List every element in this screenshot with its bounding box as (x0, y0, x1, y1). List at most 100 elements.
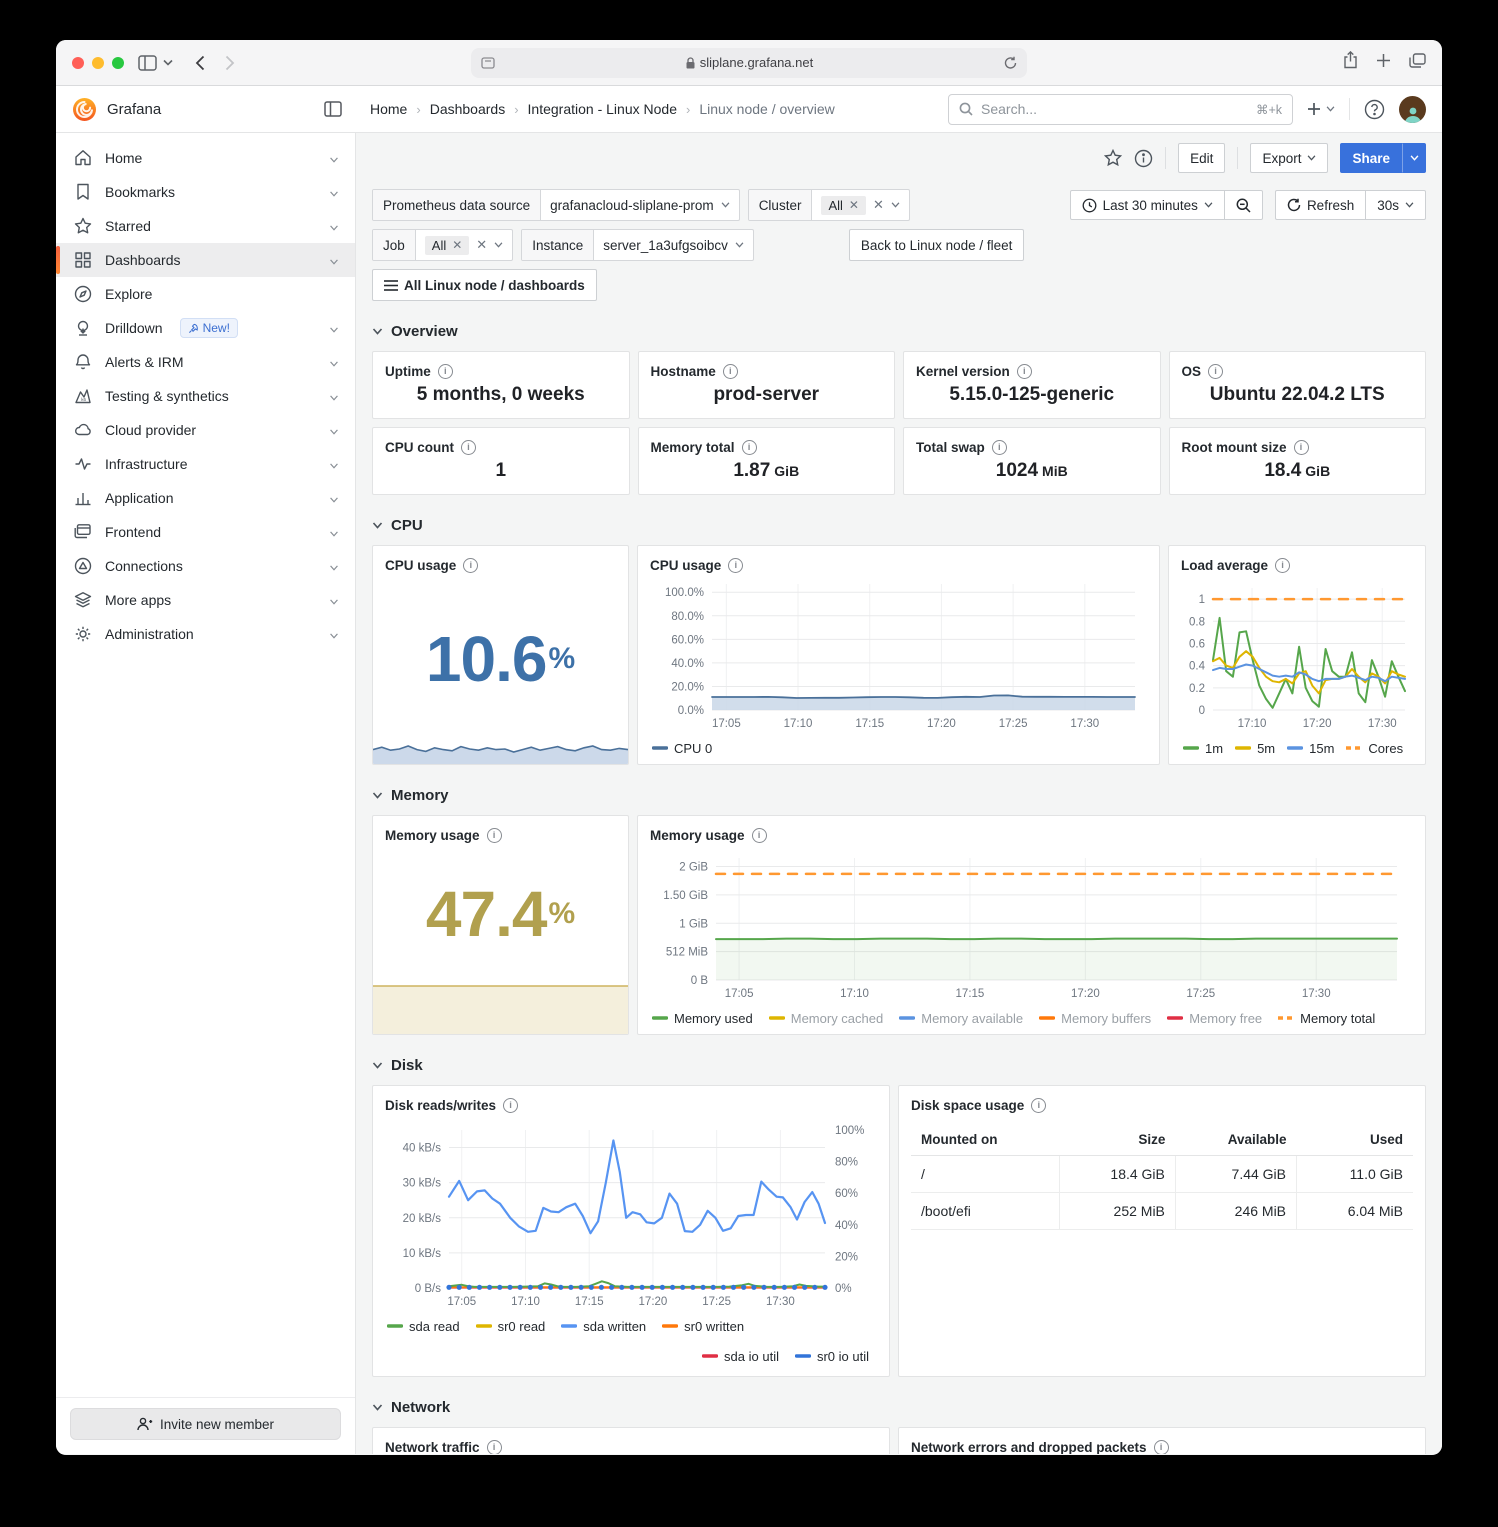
breadcrumb-item[interactable]: Linux node / overview (699, 101, 834, 117)
table-column-header[interactable]: Available (1175, 1126, 1296, 1156)
load-average-panel[interactable]: Load averagei 17:1017:2017:3000.20.40.60… (1168, 545, 1426, 765)
memory-usage-chart-panel[interactable]: Memory usagei 17:0517:1017:1517:2017:251… (637, 815, 1426, 1035)
chevron-down-icon[interactable] (329, 490, 339, 506)
refresh-interval-picker[interactable]: 30s (1366, 190, 1426, 220)
memory-usage-chart[interactable]: 17:0517:1017:1517:2017:2517:300 B512 MiB… (650, 846, 1413, 1006)
chevron-down-icon[interactable] (329, 150, 339, 166)
back-to-fleet-button[interactable]: Back to Linux node / fleet (849, 229, 1025, 261)
chevron-down-icon[interactable] (329, 354, 339, 370)
chevron-down-icon[interactable] (329, 422, 339, 438)
browser-sidebar-icon[interactable] (138, 55, 157, 71)
section-cpu[interactable]: CPU (372, 513, 1426, 537)
legend-item[interactable]: Memory cached (769, 1011, 883, 1026)
panel-info-icon[interactable]: i (1275, 558, 1290, 573)
disk-reads-writes-panel[interactable]: Disk reads/writesi 17:0517:1017:1517:201… (372, 1085, 890, 1377)
minimize-window-button[interactable] (92, 57, 104, 69)
legend-item[interactable]: Memory free (1167, 1011, 1262, 1026)
panel-info-icon[interactable]: i (723, 364, 738, 379)
panel-info-icon[interactable]: i (1294, 440, 1309, 455)
new-tab-icon[interactable] (1376, 53, 1391, 73)
panel-info-icon[interactable]: i (752, 828, 767, 843)
panel-info-icon[interactable]: i (487, 828, 502, 843)
avatar[interactable] (1399, 96, 1426, 123)
back-icon[interactable] (195, 55, 205, 71)
close-window-button[interactable] (72, 57, 84, 69)
table-column-header[interactable]: Size (1059, 1126, 1175, 1156)
network-traffic-panel[interactable]: Network traffici (372, 1427, 890, 1454)
clear-filter-icon[interactable]: ✕ (873, 197, 884, 213)
stat-panel-os[interactable]: OSi Ubuntu 22.04.2 LTS (1169, 351, 1427, 419)
tab-overview-icon[interactable] (1409, 53, 1426, 73)
panel-info-icon[interactable]: i (461, 440, 476, 455)
legend-item[interactable]: 15m (1287, 741, 1334, 756)
panel-info-icon[interactable]: i (463, 558, 478, 573)
chevron-down-icon[interactable] (329, 456, 339, 472)
sidebar-item-dashboards[interactable]: Dashboards (56, 243, 355, 277)
sidebar-item-alerts-irm[interactable]: Alerts & IRM (56, 345, 355, 379)
sidebar-item-connections[interactable]: Connections (56, 549, 355, 583)
page-settings-icon[interactable] (481, 57, 495, 69)
sidebar-item-home[interactable]: Home (56, 141, 355, 175)
sidebar-item-frontend[interactable]: Frontend (56, 515, 355, 549)
clear-filter-icon[interactable]: ✕ (476, 237, 487, 253)
share-button[interactable]: Share (1340, 143, 1402, 173)
job-filter[interactable]: Job All✕ ✕ (372, 229, 513, 261)
section-network[interactable]: Network (372, 1395, 1426, 1419)
section-overview[interactable]: Overview (372, 319, 1426, 343)
sidebar-item-testing-synthetics[interactable]: k6Testing & synthetics (56, 379, 355, 413)
forward-icon[interactable] (225, 55, 235, 71)
panel-info-icon[interactable]: i (487, 1440, 502, 1455)
panel-info-icon[interactable]: i (728, 558, 743, 573)
panel-info-icon[interactable]: i (1031, 1098, 1046, 1113)
sidebar-chevron-icon[interactable] (163, 59, 173, 66)
star-dashboard-icon[interactable] (1104, 149, 1122, 167)
datasource-picker[interactable]: Prometheus data source grafanacloud-slip… (372, 189, 740, 221)
search-input[interactable]: Search... ⌘+k (948, 94, 1293, 125)
remove-value-icon[interactable]: ✕ (849, 198, 859, 212)
table-column-header[interactable]: Mounted on (911, 1126, 1059, 1156)
legend-item[interactable]: Memory buffers (1039, 1011, 1151, 1026)
brand[interactable]: Grafana (72, 97, 324, 122)
legend-item[interactable]: Cores (1346, 741, 1403, 756)
sidebar-item-cloud-provider[interactable]: Cloud provider (56, 413, 355, 447)
chevron-down-icon[interactable] (329, 558, 339, 574)
sidebar-item-infrastructure[interactable]: Infrastructure (56, 447, 355, 481)
sidebar-item-explore[interactable]: Explore (56, 277, 355, 311)
mega-menu-toggle-icon[interactable] (324, 101, 342, 117)
stat-panel-memory-total[interactable]: Memory totali 1.87GiB (638, 427, 896, 495)
sidebar-item-application[interactable]: Application (56, 481, 355, 515)
legend-item[interactable]: sr0 written (662, 1319, 744, 1334)
cpu-usage-chart[interactable]: 17:0517:1017:1517:2017:2517:300.0%20.0%4… (650, 576, 1147, 736)
share-page-icon[interactable] (1343, 51, 1358, 74)
edit-button[interactable]: Edit (1178, 143, 1225, 173)
legend-item[interactable]: sda written (561, 1319, 646, 1334)
legend-item[interactable]: Memory available (899, 1011, 1023, 1026)
stat-panel-hostname[interactable]: Hostnamei prod-server (638, 351, 896, 419)
sidebar-item-starred[interactable]: Starred (56, 209, 355, 243)
add-new-button[interactable] (1307, 102, 1335, 116)
legend-item[interactable]: sr0 read (476, 1319, 546, 1334)
load-average-chart[interactable]: 17:1017:2017:3000.20.40.60.81 (1181, 576, 1413, 736)
breadcrumb-item[interactable]: Home (370, 101, 407, 117)
stat-panel-cpu-count[interactable]: CPU counti 1 (372, 427, 630, 495)
breadcrumb-item[interactable]: Dashboards (430, 101, 506, 117)
window-controls[interactable] (72, 57, 124, 69)
chevron-down-icon[interactable] (329, 524, 339, 540)
breadcrumb-item[interactable]: Integration - Linux Node (528, 101, 677, 117)
chevron-down-icon[interactable] (329, 626, 339, 642)
job-value-chip[interactable]: All✕ (425, 236, 470, 255)
memory-usage-stat-panel[interactable]: Memory usagei 47.4% (372, 815, 629, 1035)
sidebar-item-administration[interactable]: Administration (56, 617, 355, 651)
legend-item[interactable]: Memory used (652, 1011, 753, 1026)
zoom-out-time-button[interactable] (1225, 190, 1263, 220)
stat-panel-total-swap[interactable]: Total swapi 1024MiB (903, 427, 1161, 495)
stat-panel-uptime[interactable]: Uptimei 5 months, 0 weeks (372, 351, 630, 419)
panel-info-icon[interactable]: i (1017, 364, 1032, 379)
panel-info-icon[interactable]: i (1208, 364, 1223, 379)
chevron-down-icon[interactable] (329, 252, 339, 268)
chevron-down-icon[interactable] (329, 388, 339, 404)
panel-info-icon[interactable]: i (1154, 1440, 1169, 1455)
sidebar-item-drilldown[interactable]: DrilldownNew! (56, 311, 355, 345)
legend-item[interactable]: 5m (1235, 741, 1275, 756)
legend-item[interactable]: sda io util (702, 1349, 779, 1364)
